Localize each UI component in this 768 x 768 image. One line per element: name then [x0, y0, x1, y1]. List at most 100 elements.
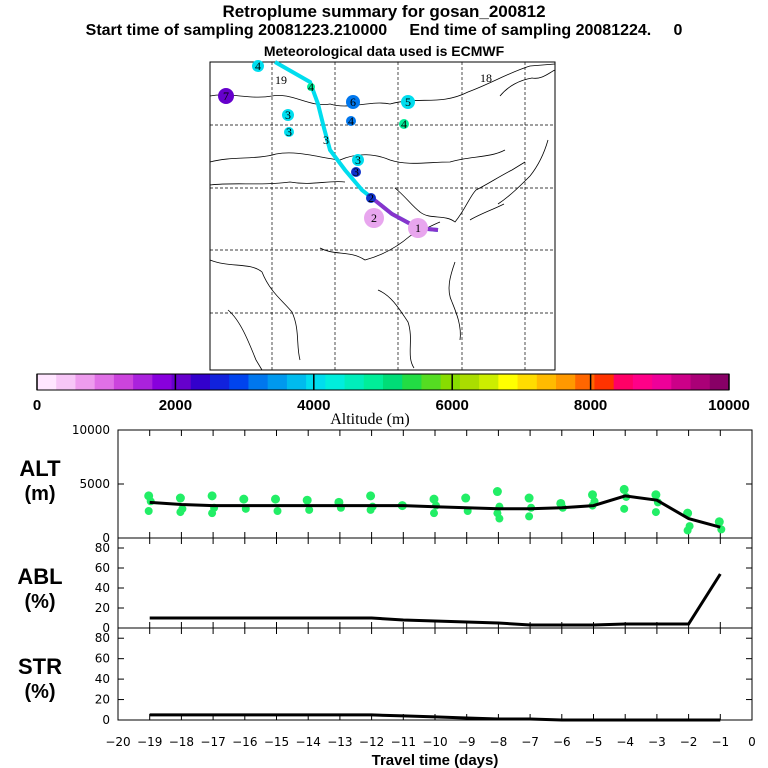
colorbar-cell [421, 374, 442, 390]
trajectory-label: 1 [415, 221, 421, 235]
trajectory-marker [218, 88, 234, 104]
y-tick-label: 40 [95, 672, 110, 686]
colorbar-cell [517, 374, 538, 390]
x-tick-label: −16 [232, 735, 257, 749]
trajectory-label: 2 [371, 211, 377, 225]
trajectory-label: 3 [355, 153, 361, 167]
altitude-point [430, 509, 438, 518]
altitude-point [175, 493, 185, 503]
x-tick-label: −11 [391, 735, 416, 749]
colorbar-tick-label: 8000 [574, 397, 607, 414]
panel-frame [117, 537, 753, 629]
altitude-point [271, 494, 280, 504]
colorbar-cell [248, 374, 269, 390]
colorbar-cell [575, 374, 595, 390]
trajectory-marker [364, 208, 384, 228]
sampling-times: Start time of sampling 20081223.210000 E… [85, 22, 683, 39]
x-tick-label: −18 [169, 735, 194, 749]
colorbar-cell [671, 374, 692, 390]
altitude-point [176, 508, 185, 517]
trajectory-label: 2 [368, 191, 374, 205]
altitude-point [651, 490, 661, 500]
altitude-point [144, 507, 153, 515]
altitude-point [683, 526, 692, 535]
series-line [149, 713, 721, 722]
y-tick-label: 0 [102, 531, 110, 545]
colorbar-label: Altitude (m) [330, 411, 410, 428]
y-tick-label: 40 [95, 581, 110, 595]
trajectory-label: 3 [323, 133, 329, 147]
colorbar-cell [133, 374, 153, 390]
series-line [149, 494, 721, 529]
colorbar-cell [632, 374, 653, 390]
trajectory-marker [401, 95, 415, 109]
trajectory-label: 4 [401, 117, 407, 131]
altitude-point [524, 493, 534, 503]
trajectory-marker [282, 109, 294, 121]
trajectory-label: 3 [353, 165, 359, 179]
colorbar-cell [210, 374, 230, 390]
x-tick-label: −17 [200, 735, 225, 749]
colorbar-cell [594, 374, 615, 390]
colorbar-cell [113, 374, 134, 390]
colorbar-cell [459, 374, 480, 390]
altitude-point [429, 494, 439, 504]
colorbar-cell [556, 374, 576, 390]
colorbar-tick-label: 2000 [159, 397, 192, 414]
trajectory-label: 3 [286, 125, 292, 139]
x-tick-label: −12 [359, 735, 384, 749]
altitude-point [208, 509, 217, 518]
colorbar-tick-label: 4000 [297, 397, 330, 414]
trajectory-marker [399, 119, 409, 129]
panel-ylabel: ALT [19, 456, 61, 481]
trajectory-marker [352, 154, 364, 166]
trajectory-marker [307, 83, 315, 91]
x-tick-label: −13 [327, 735, 352, 749]
trajectory-marker [346, 95, 360, 109]
colorbar-cell [152, 374, 173, 390]
colorbar-cell [440, 374, 461, 390]
y-tick-label: 0 [102, 713, 110, 727]
x-tick-label: −14 [296, 735, 321, 749]
colorbar-cell [286, 374, 307, 390]
trajectory-label: 3 [285, 108, 291, 122]
trajectory-label: 4 [348, 114, 354, 128]
trajectory-label: 4 [255, 59, 261, 73]
altitude-colorbar: 0 2000 4000 6000 8000 10000 Altitude (m) [33, 373, 750, 428]
x-tick-label: −6 [553, 735, 571, 749]
panel-ylabel: ABL [17, 564, 62, 589]
colorbar-tick-label: 6000 [436, 397, 469, 414]
series-line [149, 573, 722, 627]
trajectory-marker [284, 127, 294, 137]
x-tick-label: 0 [748, 735, 756, 749]
colorbar-cell [383, 374, 403, 390]
colorbar-cell [709, 374, 730, 390]
colorbar-cell [363, 374, 384, 390]
colorbar-cell [306, 374, 326, 390]
altitude-point [619, 484, 629, 494]
x-tick-label: −20 [105, 735, 130, 749]
y-tick-label: 5000 [79, 477, 110, 491]
x-tick-label: −4 [616, 735, 634, 749]
x-tick-label: −9 [458, 735, 476, 749]
colorbar-cell [56, 374, 76, 390]
colorbar-cell [229, 374, 249, 390]
colorbar-cell [190, 374, 211, 390]
colorbar-cell [479, 374, 499, 390]
y-tick-label: 80 [95, 541, 110, 555]
colorbar-cell [267, 374, 288, 390]
colorbar-cell [402, 374, 422, 390]
colorbar-cell [325, 374, 346, 390]
trajectory-marker [346, 116, 356, 126]
trajectory-label: 19 [275, 73, 287, 87]
x-tick-label: −10 [422, 735, 447, 749]
time-series-panels: ALT(m)1000050000ABL(%)020406080STR(%)020… [17, 423, 755, 768]
colorbar-tick-label: 0 [33, 397, 41, 414]
x-tick-label: −3 [648, 735, 666, 749]
x-tick-label: −19 [137, 735, 162, 749]
colorbar-cell [344, 374, 365, 390]
y-tick-label: 60 [95, 652, 110, 666]
